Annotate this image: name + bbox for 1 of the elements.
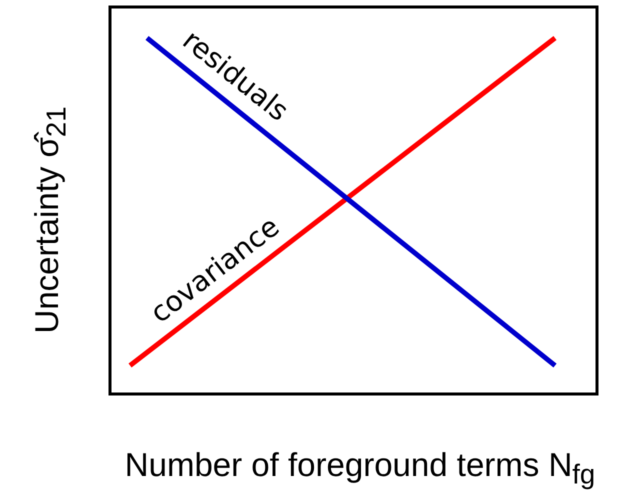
x-axis-title: Number of foreground terms N$_{fg}$	[124, 446, 596, 490]
